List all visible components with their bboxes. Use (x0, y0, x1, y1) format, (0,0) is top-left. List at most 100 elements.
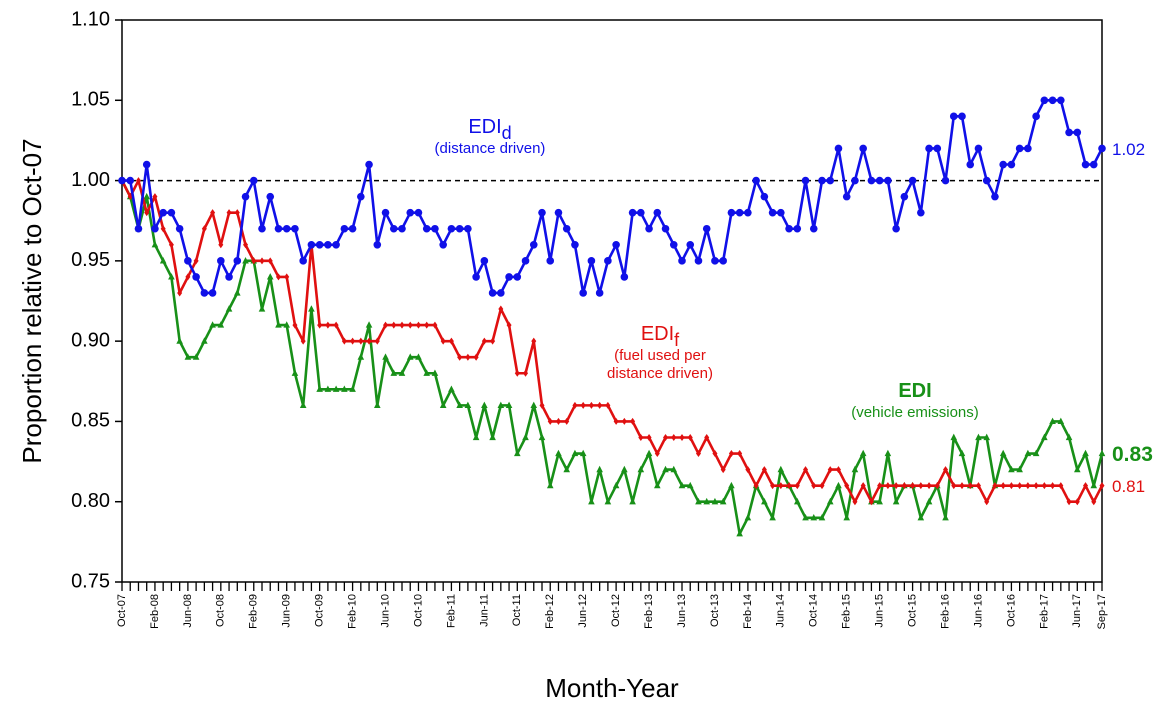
y-axis-title: Proportion relative to Oct-07 (17, 138, 47, 463)
data-point (225, 305, 233, 312)
data-point (243, 241, 249, 249)
data-point (687, 433, 693, 441)
data-point (546, 481, 554, 489)
data-point (422, 224, 431, 233)
x-tick-label: Feb-16 (939, 594, 951, 629)
data-point (703, 497, 711, 505)
data-point (745, 466, 751, 474)
data-point (341, 337, 347, 345)
data-point (735, 208, 744, 217)
data-point (1081, 160, 1090, 169)
data-point (275, 321, 282, 328)
data-point (208, 289, 217, 297)
data-point (1008, 465, 1015, 473)
x-tick-label: Feb-09 (248, 594, 260, 629)
data-point (472, 433, 480, 441)
data-point (1015, 144, 1024, 153)
data-point (934, 482, 940, 490)
data-point (695, 497, 702, 505)
x-tick-label: Oct-11 (511, 594, 523, 626)
data-point (439, 401, 447, 408)
x-tick-label: Jun-12 (577, 594, 589, 628)
data-point (489, 433, 496, 441)
data-point (488, 289, 497, 297)
x-tick-label: Oct-08 (215, 594, 227, 627)
series-label: EDI (898, 380, 931, 402)
data-point (1099, 482, 1105, 490)
data-point (1082, 449, 1089, 457)
data-point (464, 401, 472, 408)
data-point (1008, 482, 1014, 490)
data-point (284, 273, 290, 281)
data-point (1032, 112, 1040, 121)
data-point (177, 289, 183, 297)
data-point (982, 176, 991, 185)
data-point (251, 257, 257, 265)
data-point (282, 224, 291, 233)
data-point (572, 401, 578, 409)
data-point (777, 208, 785, 217)
data-point (942, 513, 949, 521)
data-point (579, 289, 587, 297)
data-point (678, 481, 686, 489)
data-point (711, 497, 719, 505)
data-point (1057, 96, 1065, 105)
x-tick-label: Jun-16 (972, 594, 984, 628)
data-point (1098, 144, 1106, 153)
data-point (835, 466, 841, 474)
data-point (1041, 482, 1047, 490)
data-point (580, 401, 586, 409)
data-point (391, 321, 397, 329)
data-point (826, 497, 834, 505)
data-point (530, 401, 538, 408)
data-point (349, 385, 356, 392)
y-tick-label: 1.10 (71, 8, 110, 30)
data-point (241, 192, 250, 201)
data-point (704, 433, 710, 441)
data-point (1065, 433, 1073, 441)
data-point (579, 449, 587, 457)
data-point (473, 353, 479, 361)
data-point (951, 482, 957, 490)
data-point (670, 465, 678, 473)
data-point (490, 337, 496, 345)
data-point (686, 241, 695, 249)
data-point (242, 257, 249, 264)
data-point (498, 305, 504, 313)
data-point (967, 482, 973, 490)
data-point (1016, 465, 1023, 473)
data-point (604, 497, 612, 505)
data-point (1083, 482, 1089, 490)
series-label: EDId (468, 116, 511, 143)
data-point (885, 482, 891, 490)
data-point (159, 208, 167, 217)
data-point (802, 513, 809, 521)
series-name: EDI (898, 380, 931, 402)
data-point (538, 208, 546, 217)
x-tick-label: Oct-10 (412, 594, 424, 627)
series-description: distance driven) (607, 365, 713, 382)
data-point (884, 176, 892, 185)
y-tick-label: 0.85 (71, 410, 110, 432)
y-tick-label: 1.05 (71, 89, 110, 111)
data-point (720, 466, 726, 474)
data-point (752, 176, 760, 185)
data-point (958, 112, 966, 121)
data-point (218, 241, 224, 249)
data-point (744, 513, 752, 521)
series-description: (vehicle emissions) (851, 404, 979, 421)
data-point (1065, 128, 1073, 137)
series-name: EDI (641, 323, 674, 345)
data-point (621, 465, 628, 473)
data-point (686, 481, 694, 489)
data-point (547, 417, 553, 425)
data-point (185, 273, 191, 281)
data-point (316, 385, 323, 392)
data-point (193, 257, 199, 265)
data-point (365, 160, 373, 169)
data-point (175, 224, 184, 233)
data-point (267, 257, 273, 265)
data-point (143, 192, 151, 200)
data-point (531, 337, 537, 345)
data-point (645, 224, 653, 233)
